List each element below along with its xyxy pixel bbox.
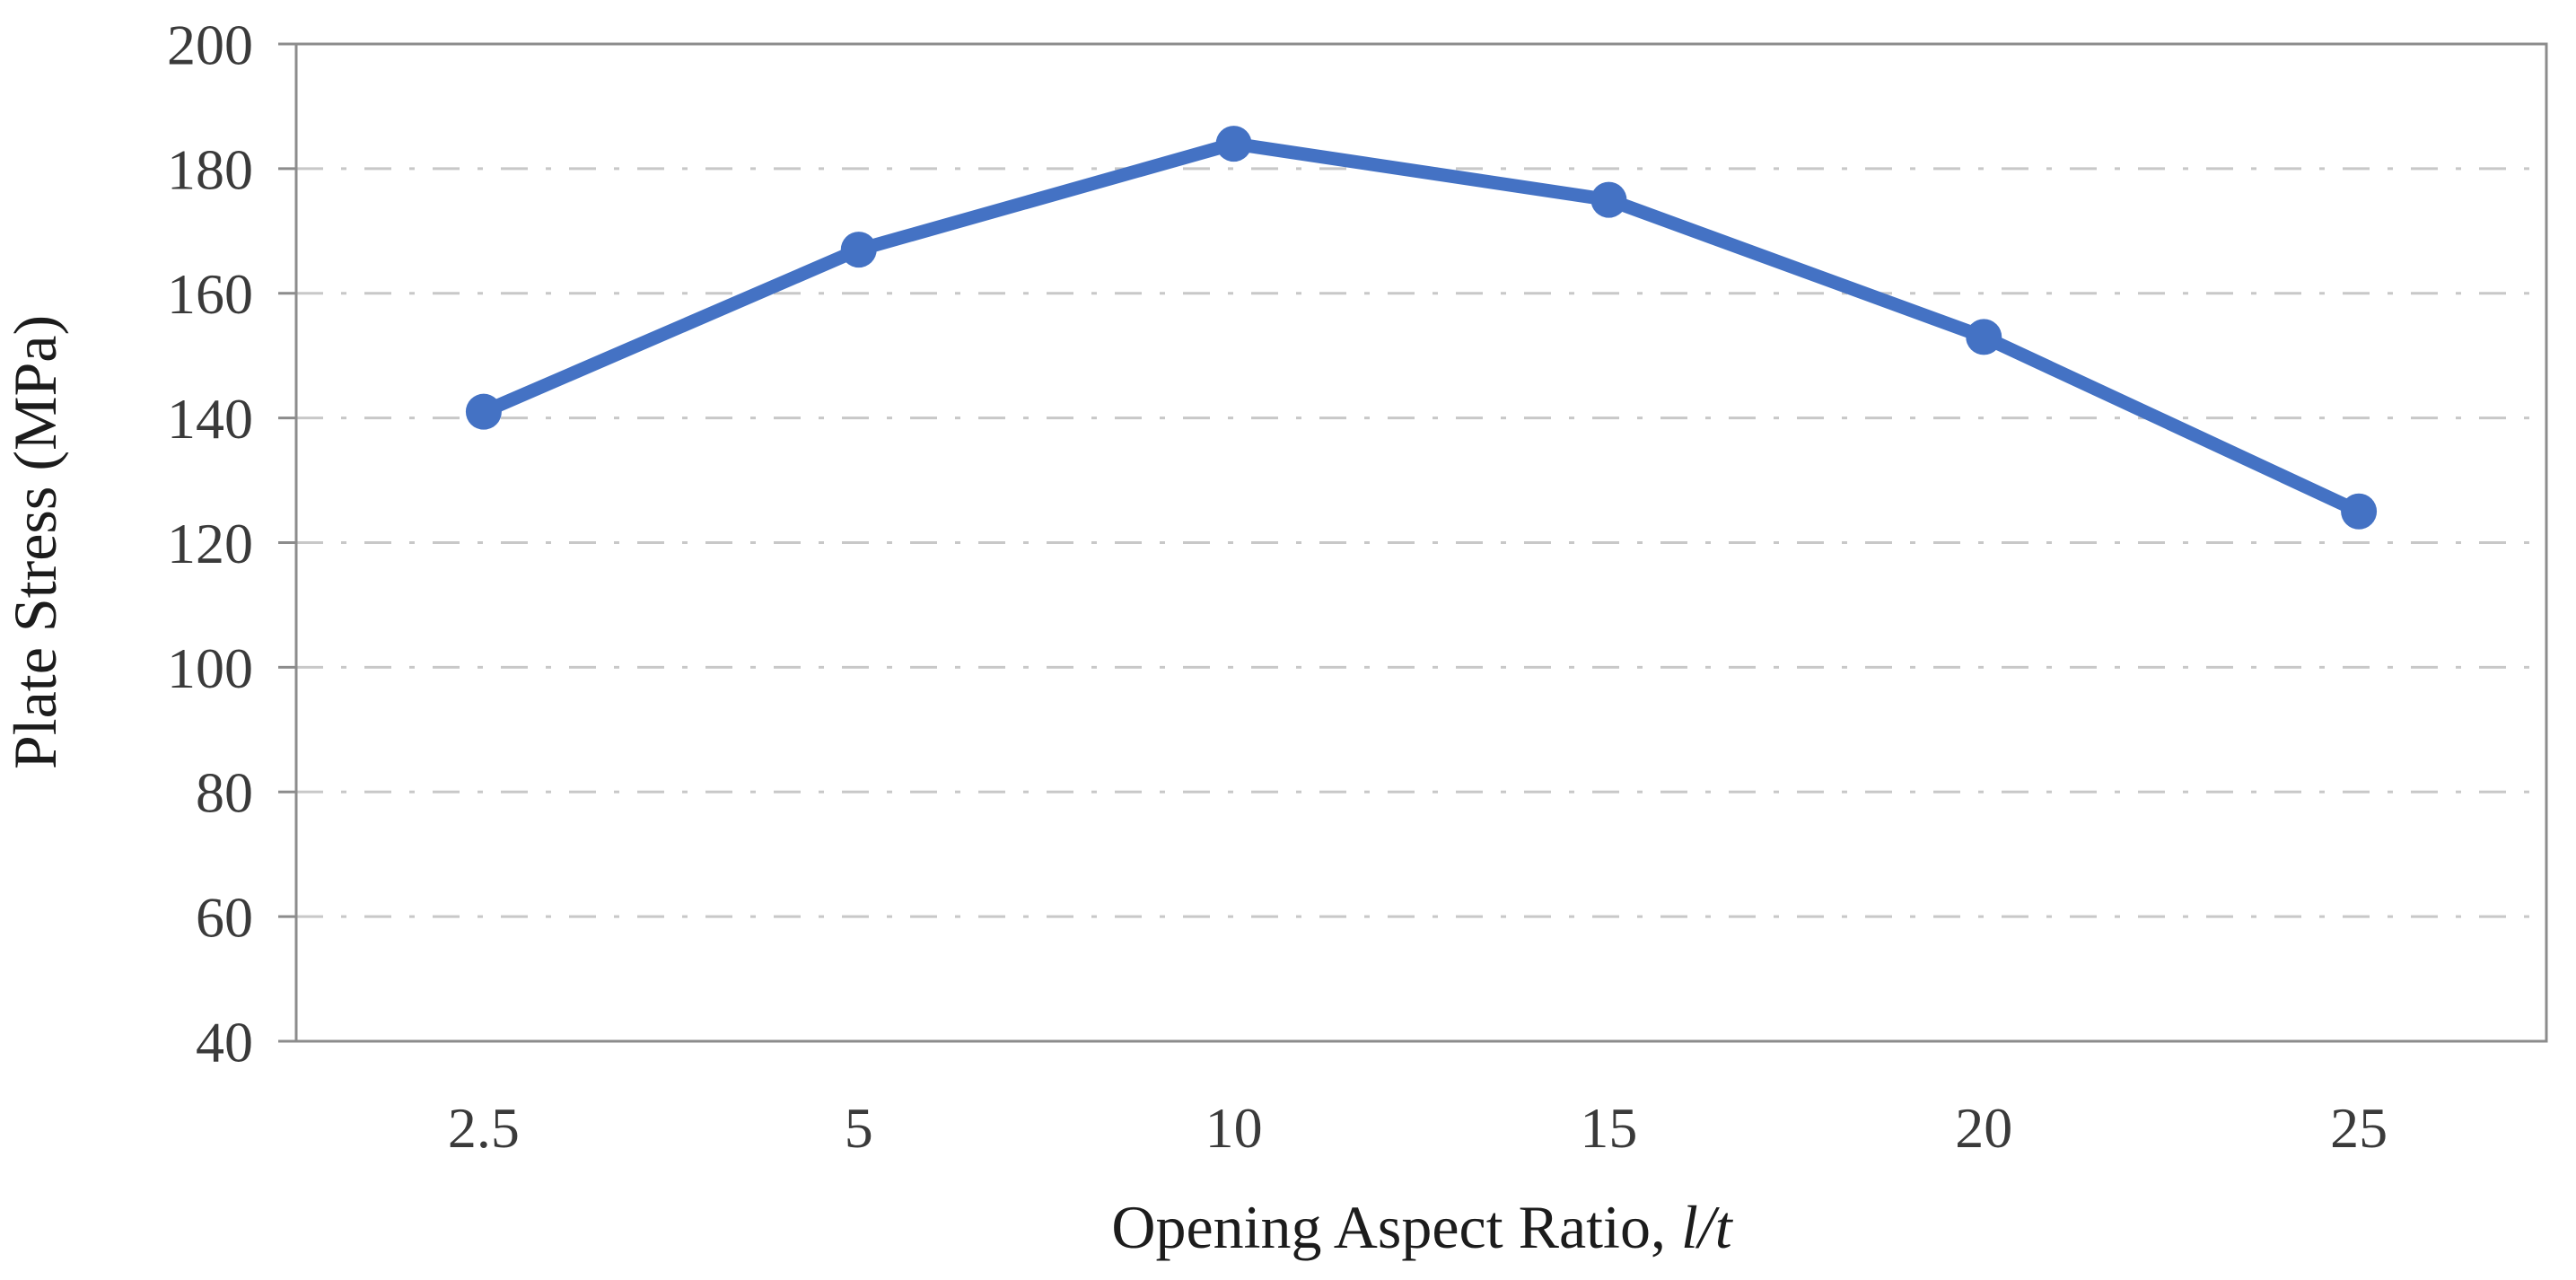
y-axis-tick-label: 80 [196,761,253,825]
data-series [465,126,2378,530]
y-axis-tick-labels: 200 180 160 140 120 100 80 60 40 [167,13,253,1074]
y-axis-tick-label: 200 [167,13,253,76]
x-axis-title-text: Opening Aspect Ratio, [1111,1193,1681,1261]
x-axis-tick-label: 20 [1955,1096,2012,1160]
x-axis-tick-label: 5 [845,1096,873,1160]
y-axis-tick-label: 160 [167,262,253,326]
data-point-marker [2341,493,2378,530]
y-axis-tick-label: 40 [196,1010,253,1074]
data-point-marker [840,232,877,268]
x-axis-tick-label: 25 [2330,1096,2388,1160]
y-axis-tick-label: 140 [167,387,253,451]
y-axis-tick-label: 180 [167,137,253,201]
x-axis-title-symbol: l/t [1681,1193,1734,1261]
data-point-marker [1966,319,2002,355]
x-axis-tick-label: 15 [1580,1096,1637,1160]
data-point-marker [1590,181,1627,218]
y-axis-tick-label: 100 [167,636,253,700]
y-axis-title: Plate Stress (MPa) [1,315,69,769]
gridlines [296,167,2546,918]
data-point-marker [465,393,502,430]
y-axis-tick-label: 60 [196,886,253,950]
x-axis-tick-label: 2.5 [448,1096,520,1160]
data-point-marker [1215,126,1252,162]
x-axis-title: Opening Aspect Ratio, l/t [1111,1193,1733,1261]
x-axis-tick-label: 10 [1205,1096,1263,1160]
x-axis-tick-labels: 2.5 5 10 15 20 25 [448,1096,2388,1160]
y-axis-tick-label: 120 [167,512,253,575]
series-line [477,136,2366,519]
y-axis-ticks [278,42,296,1043]
